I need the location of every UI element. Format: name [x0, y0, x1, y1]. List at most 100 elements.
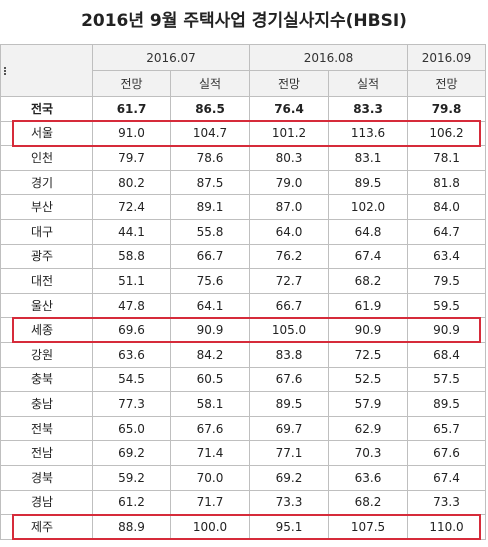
value-cell: 64.8	[328, 218, 408, 245]
region-cell: 경북	[0, 464, 93, 491]
region-cell: 충남	[0, 391, 93, 417]
value-cell: 76.4	[249, 96, 329, 122]
value-cell: 113.6	[328, 120, 408, 147]
value-cell: 77.1	[249, 440, 329, 466]
value-cell: 69.7	[249, 415, 329, 442]
region-cell: 경기	[0, 169, 93, 196]
value-cell: 80.3	[249, 145, 329, 171]
table-row: 세종 69.6 90.9 105.0 90.9 90.9	[0, 317, 486, 343]
value-cell: 69.6	[92, 317, 171, 343]
value-cell: 52.5	[328, 366, 408, 393]
region-cell: 대전	[0, 268, 93, 294]
table-row: 강원 63.6 84.2 83.8 72.5 68.4	[0, 341, 486, 368]
header-sub: 전망	[92, 70, 171, 97]
header-sub: 실적	[328, 70, 408, 97]
value-cell: 78.6	[170, 145, 250, 171]
value-cell: 44.1	[92, 218, 171, 245]
value-cell: 88.9	[92, 514, 171, 540]
value-cell: 105.0	[249, 317, 329, 343]
value-cell: 79.0	[249, 169, 329, 196]
value-cell: 87.0	[249, 194, 329, 220]
value-cell: 79.8	[407, 96, 486, 122]
table-row: 전남 69.2 71.4 77.1 70.3 67.6	[0, 440, 486, 466]
value-cell: 86.5	[170, 96, 250, 122]
header-month: 2016.09	[407, 44, 486, 71]
header-row-months: 2016.07 2016.08 2016.09	[0, 44, 486, 97]
table-row: 경남 61.2 71.7 73.3 68.2 73.3	[0, 489, 486, 516]
value-cell: 75.6	[170, 268, 250, 294]
header-sub: 전망	[407, 70, 486, 97]
table-row: 대전 51.1 75.6 72.7 68.2 79.5	[0, 268, 486, 294]
table-row: 인천 79.7 78.6 80.3 83.1 78.1	[0, 145, 486, 171]
value-cell: 63.6	[328, 464, 408, 491]
region-cell: 서울	[0, 120, 93, 147]
value-cell: 84.2	[170, 341, 250, 368]
table-row: 전국 61.7 86.5 76.4 83.3 79.8	[0, 96, 486, 122]
value-cell: 67.4	[407, 464, 486, 491]
value-cell: 59.5	[407, 292, 486, 319]
value-cell: 64.1	[170, 292, 250, 319]
value-cell: 76.2	[249, 243, 329, 270]
value-cell: 57.5	[407, 366, 486, 393]
table-row: 경기 80.2 87.5 79.0 89.5 81.8	[0, 169, 486, 196]
table-row: 서울 91.0 104.7 101.2 113.6 106.2	[0, 120, 486, 147]
region-cell: 충북	[0, 366, 93, 393]
region-cell: 대구	[0, 218, 93, 245]
value-cell: 90.9	[328, 317, 408, 343]
value-cell: 79.7	[92, 145, 171, 171]
value-cell: 70.0	[170, 464, 250, 491]
value-cell: 61.7	[92, 96, 171, 122]
region-cell: 울산	[0, 292, 93, 319]
value-cell: 66.7	[170, 243, 250, 270]
table-row: 울산 47.8 64.1 66.7 61.9 59.5	[0, 292, 486, 319]
value-cell: 67.6	[407, 440, 486, 466]
value-cell: 65.7	[407, 415, 486, 442]
value-cell: 58.1	[170, 391, 250, 417]
value-cell: 87.5	[170, 169, 250, 196]
table-row: 전북 65.0 67.6 69.7 62.9 65.7	[0, 415, 486, 442]
value-cell: 47.8	[92, 292, 171, 319]
table-row: 충남 77.3 58.1 89.5 57.9 89.5	[0, 391, 486, 417]
value-cell: 54.5	[92, 366, 171, 393]
value-cell: 72.5	[328, 341, 408, 368]
value-cell: 90.9	[407, 317, 486, 343]
hbsi-table: 2016.07 2016.08 2016.09 전망 실적 전망 실적 전망 전…	[0, 44, 486, 540]
value-cell: 91.0	[92, 120, 171, 147]
value-cell: 67.6	[249, 366, 329, 393]
region-cell: 경남	[0, 489, 93, 516]
value-cell: 62.9	[328, 415, 408, 442]
value-cell: 58.8	[92, 243, 171, 270]
region-cell: 세종	[0, 317, 93, 343]
value-cell: 63.4	[407, 243, 486, 270]
value-cell: 61.2	[92, 489, 171, 516]
value-cell: 106.2	[407, 120, 486, 147]
region-cell: 전남	[0, 440, 93, 466]
value-cell: 83.8	[249, 341, 329, 368]
value-cell: 100.0	[170, 514, 250, 540]
region-cell: 전국	[0, 96, 93, 122]
header-sub: 전망	[249, 70, 329, 97]
value-cell: 51.1	[92, 268, 171, 294]
region-cell: 제주	[0, 514, 93, 540]
value-cell: 84.0	[407, 194, 486, 220]
value-cell: 89.5	[328, 169, 408, 196]
value-cell: 69.2	[92, 440, 171, 466]
table-row: 경북 59.2 70.0 69.2 63.6 67.4	[0, 464, 486, 491]
value-cell: 65.0	[92, 415, 171, 442]
value-cell: 73.3	[249, 489, 329, 516]
value-cell: 57.9	[328, 391, 408, 417]
value-cell: 70.3	[328, 440, 408, 466]
value-cell: 72.4	[92, 194, 171, 220]
value-cell: 107.5	[328, 514, 408, 540]
header-row-sub: 전망 실적 전망 실적 전망	[1, 70, 486, 97]
value-cell: 71.4	[170, 440, 250, 466]
table-body: 전국 61.7 86.5 76.4 83.3 79.8 서울 91.0 104.7 101.2 11…	[0, 96, 486, 540]
value-cell: 79.5	[407, 268, 486, 294]
value-cell: 89.1	[170, 194, 250, 220]
value-cell: 55.8	[170, 218, 250, 245]
table-row: 제주 88.9 100.0 95.1 107.5 110.0	[0, 514, 486, 540]
table-row: 충북 54.5 60.5 67.6 52.5 57.5	[0, 366, 486, 393]
value-cell: 66.7	[249, 292, 329, 319]
header-corner-cell	[0, 44, 93, 97]
value-cell: 83.3	[328, 96, 408, 122]
